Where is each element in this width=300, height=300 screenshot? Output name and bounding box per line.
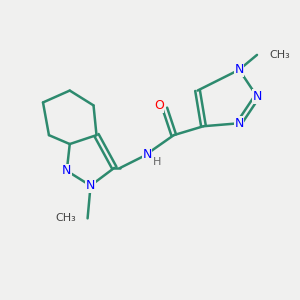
Text: N: N	[86, 179, 95, 192]
Text: N: N	[142, 148, 152, 161]
Text: CH₃: CH₃	[55, 213, 76, 224]
Text: H: H	[153, 157, 162, 167]
Text: N: N	[62, 164, 71, 177]
Text: O: O	[154, 99, 164, 112]
Text: N: N	[235, 117, 244, 130]
Text: N: N	[252, 90, 262, 103]
Text: N: N	[235, 63, 244, 76]
Text: CH₃: CH₃	[269, 50, 290, 60]
